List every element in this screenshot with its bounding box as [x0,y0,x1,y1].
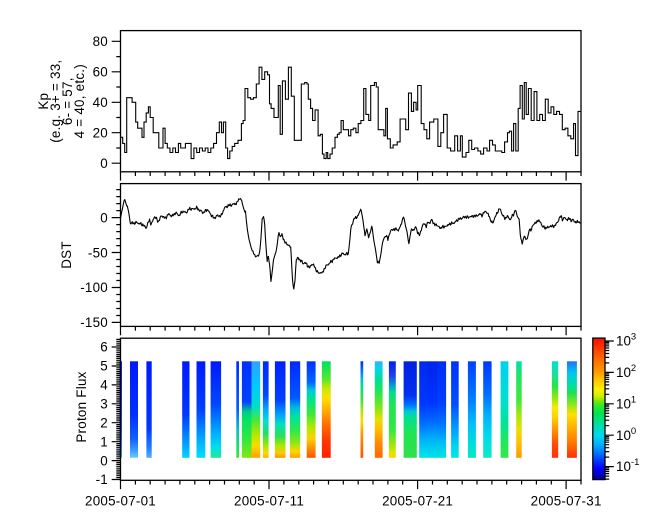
svg-text:0: 0 [100,156,108,171]
svg-text:-150: -150 [80,315,108,330]
svg-text:40: 40 [93,95,108,110]
svg-text:60: 60 [93,64,108,79]
svg-text:3: 3 [100,397,108,412]
svg-text:Proton Flux: Proton Flux [74,371,89,442]
svg-text:0: 0 [100,453,108,468]
svg-text:(e.g. 3+ = 33,: (e.g. 3+ = 33, [48,60,63,143]
svg-text:4 = 40, etc.): 4 = 40, etc.) [72,64,87,138]
svg-text:2005-07-21: 2005-07-21 [382,493,453,508]
svg-text:20: 20 [93,125,108,140]
svg-text:DST: DST [59,241,74,269]
svg-text:-100: -100 [80,280,108,295]
svg-text:6: 6 [100,340,108,355]
svg-text:Kp: Kp [36,93,51,110]
svg-text:2005-07-11: 2005-07-11 [234,493,304,508]
svg-text:5: 5 [100,359,108,374]
svg-text:-1: -1 [96,472,108,487]
svg-text:0: 0 [100,210,108,225]
svg-text:4: 4 [100,378,108,393]
svg-text:-50: -50 [88,245,108,260]
svg-text:1: 1 [100,434,108,449]
svg-text:2005-07-31: 2005-07-31 [531,493,602,508]
svg-text:2005-07-01: 2005-07-01 [85,493,156,508]
svg-text:80: 80 [93,34,108,49]
svg-text:6- = 57,: 6- = 57, [60,77,75,125]
svg-text:2: 2 [100,415,108,430]
